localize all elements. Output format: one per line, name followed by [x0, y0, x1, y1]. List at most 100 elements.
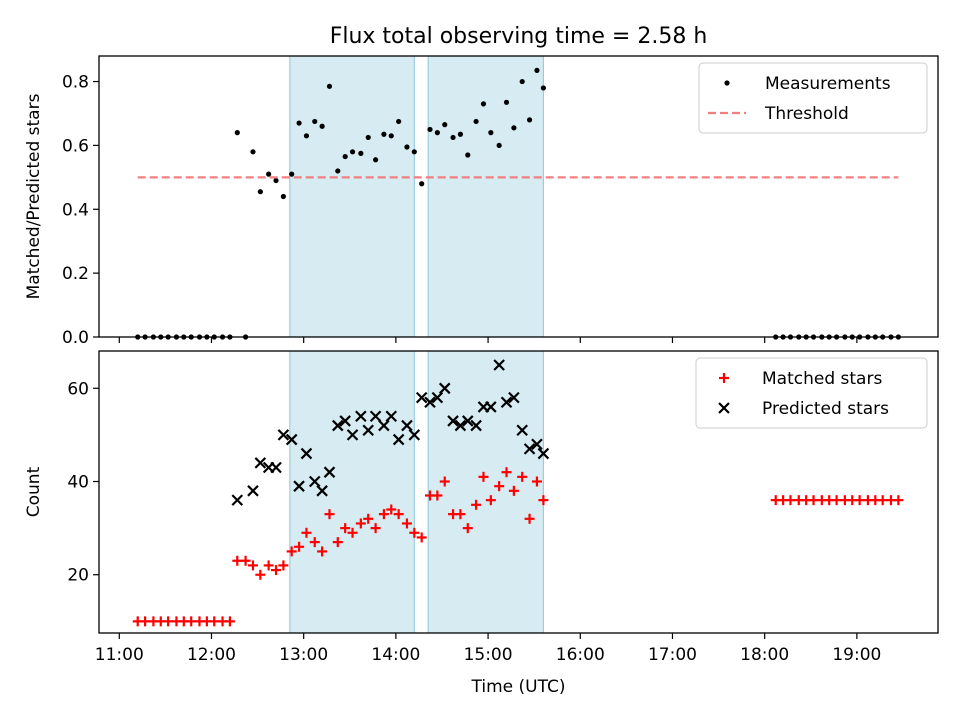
- top-measurements-point: [450, 134, 456, 141]
- x-tick-label: 14:00: [371, 645, 420, 665]
- bottom-predicted-stars-point: [254, 457, 267, 469]
- bottom-matched-stars-point: [370, 523, 381, 534]
- bottom-predicted-stars-point-b: [369, 410, 382, 423]
- bottom-matched-stars-point: [332, 537, 343, 548]
- top-measurements-point: [503, 99, 510, 105]
- top-measurements-point: [296, 120, 302, 126]
- top-y-tick-label: 0.8: [62, 73, 89, 93]
- bottom-matched-stars-point: [263, 560, 274, 571]
- top-measurements-point: [365, 134, 371, 141]
- bottom-predicted-stars-point-b: [493, 359, 505, 371]
- bottom-predicted-stars-point-b: [323, 466, 336, 478]
- x-tick-label: 19:00: [832, 645, 881, 665]
- bottom-matched-stars-point: [455, 509, 466, 520]
- top-shaded-interval: [427, 55, 544, 338]
- bottom-matched-stars-point: [439, 476, 450, 487]
- bottom-matched-stars-point: [508, 485, 519, 496]
- bottom-y-tick-label: 40: [67, 473, 89, 493]
- bottom-predicted-stars-point: [415, 391, 428, 404]
- bottom-predicted-stars-point: [485, 401, 497, 413]
- top-shaded-interval: [289, 55, 415, 338]
- top-measurements-point: [388, 133, 394, 139]
- bottom-predicted-stars-point-b: [247, 485, 259, 497]
- top-measurements-point: [404, 144, 410, 150]
- bottom-matched-stars-point: [471, 499, 482, 510]
- bottom-predicted-stars-point-b: [485, 401, 497, 413]
- bottom-predicted-stars-point-b: [431, 391, 444, 404]
- top-measurements-point: [427, 126, 433, 133]
- bottom-matched-stars-point: [386, 504, 397, 515]
- bottom-matched-stars-point: [893, 495, 904, 506]
- bottom-matched-stars-point: [538, 495, 549, 506]
- bottom-matched-stars-point: [271, 565, 282, 576]
- figure-title: Flux total observing time = 2.58 h: [330, 24, 708, 49]
- bottom-matched-stars-point: [462, 523, 473, 534]
- bottom-predicted-stars-point: [516, 424, 528, 437]
- top-measurements-point: [312, 118, 318, 125]
- bottom-predicted-stars-point: [537, 447, 550, 460]
- bottom-matched-stars-point: [517, 471, 528, 482]
- bottom-predicted-stars-point: [385, 410, 398, 423]
- bottom-matched-stars-point: [247, 560, 258, 571]
- top-y-axis-label: Matched/Predicted stars: [24, 93, 44, 299]
- top-measurements-point: [488, 130, 494, 136]
- bottom-shaded-interval: [427, 350, 544, 634]
- x-tick-label: 11:00: [95, 645, 144, 665]
- top-measurements-point: [289, 171, 295, 177]
- bottom-matched-stars-point: [432, 490, 443, 501]
- bottom-predicted-stars-point-b: [392, 433, 405, 446]
- bottom-predicted-stars-point: [285, 433, 298, 446]
- top-measurements-point: [465, 152, 471, 158]
- top-measurements-point: [358, 150, 364, 156]
- top-y-tick-label: 0.2: [62, 264, 89, 284]
- bottom-predicted-stars-point-b: [378, 419, 390, 432]
- bottom-legend-matched-stars-label: Matched stars: [762, 369, 882, 389]
- bottom-matched-stars-point: [255, 569, 266, 580]
- top-measurements-point: [511, 125, 517, 131]
- bottom-matched-stars-point: [363, 513, 374, 524]
- bottom-predicted-stars-point-b: [293, 480, 305, 492]
- bottom-matched-stars-point: [501, 467, 512, 478]
- bottom-predicted-stars-point-b: [531, 438, 543, 451]
- bottom-predicted-stars-point: [438, 382, 451, 395]
- top-measurements-point: [303, 133, 310, 139]
- top-measurements-point: [280, 193, 286, 200]
- bottom-matched-stars-point: [409, 527, 420, 538]
- bottom-matched-stars-point: [347, 527, 358, 538]
- top-measurements-point: [372, 157, 379, 163]
- top-measurements-point: [342, 153, 348, 160]
- bottom-predicted-stars-point: [378, 419, 390, 432]
- top-measurements-point: [473, 118, 479, 125]
- bottom-matched-stars-point: [378, 509, 389, 520]
- bottom-matched-stars-point: [478, 471, 489, 482]
- top-measurements-point: [457, 131, 464, 137]
- bottom-predicted-stars-point: [531, 438, 543, 451]
- bottom-shaded-interval: [289, 350, 415, 634]
- bottom-predicted-stars-point-b: [516, 424, 528, 437]
- bottom-predicted-stars-point-b: [470, 419, 482, 432]
- bottom-matched-stars-point: [401, 518, 412, 529]
- bottom-predicted-stars-point-b: [285, 433, 298, 446]
- bottom-predicted-stars-point-b: [355, 410, 367, 423]
- bottom-matched-stars-point: [494, 481, 505, 492]
- top-measurements-point: [335, 168, 341, 174]
- top-legend-measurements-label: Measurements: [765, 74, 891, 94]
- bottom-predicted-stars-point-b: [523, 443, 536, 455]
- bottom-predicted-stars-point-b: [316, 485, 328, 497]
- bottom-matched-stars-point: [309, 537, 320, 548]
- top-measurements-point: [396, 118, 402, 125]
- bottom-predicted-stars-point-b: [424, 396, 436, 409]
- bottom-predicted-stars-point: [247, 485, 259, 497]
- bottom-predicted-stars-point-b: [346, 429, 359, 441]
- bottom-predicted-stars-point: [401, 419, 413, 432]
- bottom-matched-stars-point: [294, 541, 305, 552]
- bottom-predicted-stars-point: [270, 461, 282, 474]
- bottom-predicted-stars-point: [424, 396, 436, 409]
- x-tick-label: 18:00: [740, 645, 789, 665]
- bottom-predicted-stars-point: [493, 359, 505, 371]
- bottom-predicted-stars-point-b: [231, 494, 244, 506]
- top-measurements-point: [411, 149, 417, 155]
- bottom-predicted-stars-point: [408, 429, 421, 441]
- top-measurements-point: [257, 189, 263, 195]
- bottom-predicted-stars-point-b: [408, 429, 421, 441]
